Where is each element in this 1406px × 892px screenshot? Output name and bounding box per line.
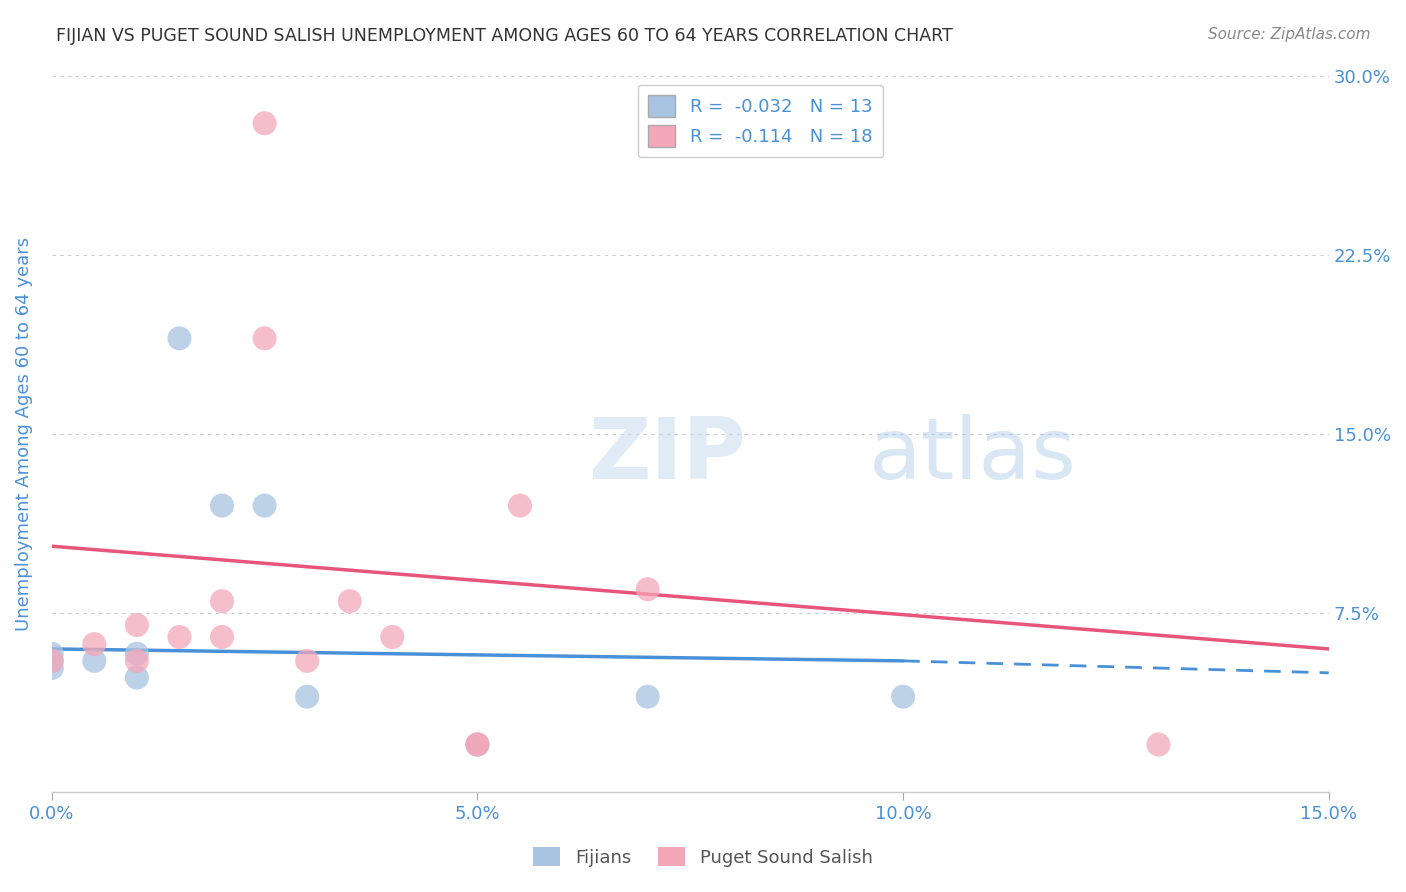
Text: FIJIAN VS PUGET SOUND SALISH UNEMPLOYMENT AMONG AGES 60 TO 64 YEARS CORRELATION : FIJIAN VS PUGET SOUND SALISH UNEMPLOYMEN… xyxy=(56,27,953,45)
Point xyxy=(41,654,63,668)
Point xyxy=(125,647,148,661)
Point xyxy=(467,738,489,752)
Point xyxy=(295,654,318,668)
Point xyxy=(891,690,914,704)
Point xyxy=(41,661,63,675)
Point xyxy=(125,671,148,685)
Point xyxy=(83,654,105,668)
Point xyxy=(807,116,830,130)
Y-axis label: Unemployment Among Ages 60 to 64 years: Unemployment Among Ages 60 to 64 years xyxy=(15,237,32,631)
Point xyxy=(467,738,489,752)
Legend: Fijians, Puget Sound Salish: Fijians, Puget Sound Salish xyxy=(526,840,880,874)
Point xyxy=(211,630,233,644)
Text: Source: ZipAtlas.com: Source: ZipAtlas.com xyxy=(1208,27,1371,42)
Point xyxy=(509,499,531,513)
Point xyxy=(339,594,361,608)
Point xyxy=(169,331,191,345)
Point xyxy=(295,690,318,704)
Point xyxy=(253,499,276,513)
Point xyxy=(41,654,63,668)
Point xyxy=(125,654,148,668)
Point xyxy=(253,116,276,130)
Point xyxy=(211,499,233,513)
Text: atlas: atlas xyxy=(869,414,1077,497)
Point xyxy=(253,331,276,345)
Text: ZIP: ZIP xyxy=(588,414,745,497)
Point xyxy=(169,630,191,644)
Point xyxy=(381,630,404,644)
Point xyxy=(125,618,148,632)
Point xyxy=(41,647,63,661)
Point xyxy=(637,582,659,597)
Legend: R =  -0.032   N = 13, R =  -0.114   N = 18: R = -0.032 N = 13, R = -0.114 N = 18 xyxy=(637,85,883,158)
Point xyxy=(83,637,105,651)
Point xyxy=(467,738,489,752)
Point xyxy=(1147,738,1170,752)
Point xyxy=(637,690,659,704)
Point xyxy=(211,594,233,608)
